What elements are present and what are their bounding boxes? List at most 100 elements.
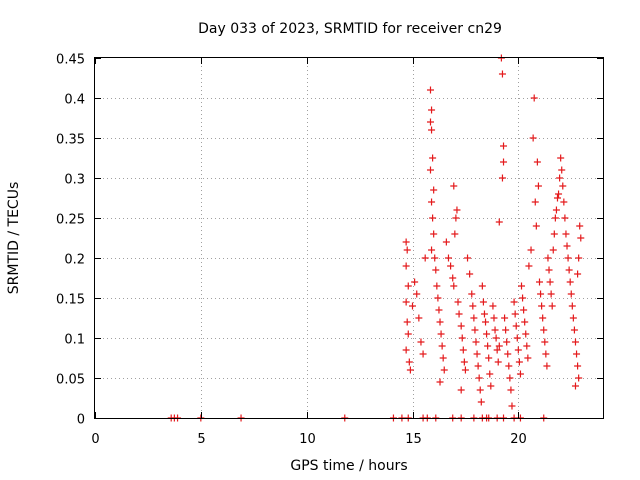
- data-point: [543, 362, 551, 370]
- chart-title: Day 033 of 2023, SRMTID for receiver cn2…: [198, 21, 502, 37]
- data-point: [552, 206, 560, 214]
- data-point: [512, 322, 520, 330]
- data-point: [438, 342, 446, 350]
- data-point: [494, 358, 502, 366]
- y-axis-label: SRMTID / TECUs: [6, 182, 22, 295]
- data-point: [503, 338, 511, 346]
- data-point: [469, 302, 477, 310]
- data-point: [464, 254, 472, 262]
- data-point: [541, 338, 549, 346]
- data-point: [483, 330, 491, 338]
- data-point: [490, 314, 498, 322]
- plot-frame: [94, 57, 604, 419]
- data-point: [544, 254, 552, 262]
- data-point: [442, 238, 450, 246]
- x-tick-label: 5: [197, 432, 205, 447]
- data-point: [428, 126, 436, 134]
- y-tick-label: 0.15: [56, 293, 85, 308]
- x-axis-label: GPS time / hours: [290, 458, 407, 474]
- data-point: [428, 106, 436, 114]
- data-point: [536, 278, 543, 286]
- data-point: [474, 362, 482, 370]
- data-point: [413, 290, 421, 298]
- data-point: [568, 302, 576, 310]
- data-point: [506, 374, 514, 382]
- data-point: [511, 310, 519, 318]
- data-point: [426, 118, 434, 126]
- y-tick-label: 0.45: [56, 53, 85, 68]
- data-point: [486, 370, 494, 378]
- data-point: [431, 254, 439, 262]
- data-point: [426, 166, 434, 174]
- y-tick-label: 0.1: [64, 333, 85, 348]
- data-point: [529, 134, 537, 142]
- data-point: [459, 346, 467, 354]
- data-point: [527, 246, 535, 254]
- data-point: [537, 290, 545, 298]
- data-point: [421, 254, 429, 262]
- data-point: [514, 346, 522, 354]
- y-tick-label: 0.35: [56, 133, 85, 148]
- data-point: [403, 318, 411, 326]
- data-point: [515, 358, 523, 366]
- data-point: [502, 326, 510, 334]
- data-point: [561, 214, 569, 222]
- data-point: [436, 378, 444, 386]
- data-point: [453, 206, 461, 214]
- data-point: [402, 238, 410, 246]
- data-point: [501, 314, 509, 322]
- data-point: [513, 334, 521, 342]
- data-point: [409, 302, 416, 310]
- data-point: [565, 266, 573, 274]
- data-point: [478, 282, 486, 290]
- data-point: [546, 278, 554, 286]
- x-tick-label: 20: [510, 432, 527, 447]
- data-point: [458, 334, 466, 342]
- data-point: [573, 350, 581, 358]
- data-point: [434, 294, 442, 302]
- data-point: [530, 94, 538, 102]
- data-point: [569, 314, 577, 322]
- data-point: [440, 366, 448, 374]
- data-point: [411, 278, 419, 286]
- data-point: [563, 242, 571, 250]
- data-point: [531, 198, 539, 206]
- data-point: [477, 398, 485, 406]
- y-tick-label: 0.25: [56, 213, 85, 228]
- data-point: [451, 230, 459, 238]
- data-point: [562, 230, 570, 238]
- data-point: [521, 318, 529, 326]
- data-point: [485, 354, 493, 362]
- data-point: [461, 366, 469, 374]
- data-point: [495, 342, 503, 350]
- data-point: [557, 154, 565, 162]
- data-point: [419, 350, 427, 358]
- data-point: [540, 326, 548, 334]
- data-point: [435, 306, 443, 314]
- data-point: [426, 86, 434, 94]
- data-point: [417, 338, 425, 346]
- data-point: [479, 298, 487, 306]
- data-point: [520, 306, 528, 314]
- data-point: [429, 214, 437, 222]
- data-point: [402, 346, 410, 354]
- data-point: [472, 338, 480, 346]
- data-point: [439, 354, 447, 362]
- data-point: [415, 314, 423, 322]
- data-point: [574, 270, 582, 278]
- data-point: [522, 330, 530, 338]
- data-point: [452, 214, 460, 222]
- data-point: [574, 362, 582, 370]
- data-point: [560, 198, 568, 206]
- data-point: [570, 326, 578, 334]
- data-point: [551, 214, 559, 222]
- data-point: [489, 302, 497, 310]
- data-point: [491, 326, 499, 334]
- data-point: [447, 262, 455, 270]
- axis-ticks: 0 0.05 0.1 0.15 0.2 0.25 0.3 0.35 0.4 0.45 0 5 10 15 2…: [56, 53, 603, 447]
- data-point: [450, 282, 458, 290]
- data-markers: [167, 54, 585, 422]
- data-point: [498, 174, 506, 182]
- data-point: [533, 158, 541, 166]
- data-point: [457, 322, 465, 330]
